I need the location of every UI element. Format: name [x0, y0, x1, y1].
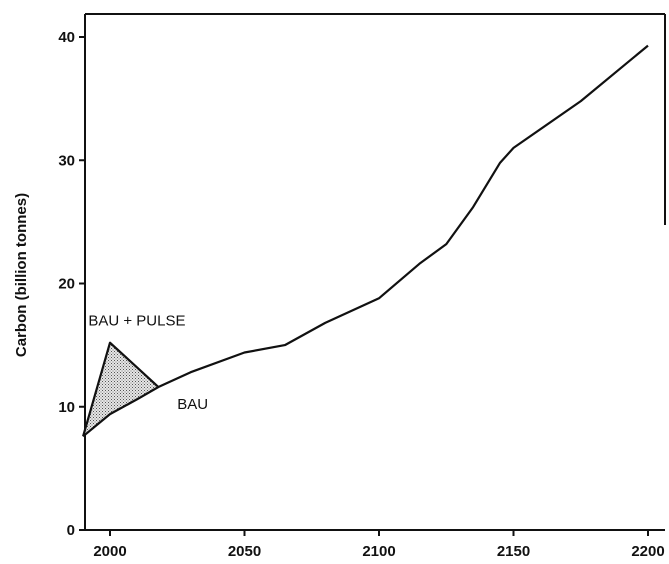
y-tick-label-10: 10 — [58, 399, 75, 416]
series-lines — [82, 44, 649, 438]
plot-area — [84, 13, 666, 531]
y-tick-label-0: 0 — [67, 522, 75, 539]
pulse-shaded-region — [83, 342, 159, 437]
y-axis: 0 10 20 30 40 — [58, 29, 85, 539]
y-tick-label-40: 40 — [58, 29, 75, 46]
x-tick-label-2050: 2050 — [228, 543, 261, 560]
y-tick-label-20: 20 — [58, 276, 75, 293]
annotation-bau-plus-pulse: BAU + PULSE — [88, 312, 185, 329]
annotation-bau: BAU — [177, 396, 208, 413]
series-line-0 — [82, 44, 649, 438]
x-tick-label-2200: 2200 — [631, 543, 664, 560]
x-tick-label-2000: 2000 — [93, 543, 126, 560]
y-tick-label-30: 30 — [58, 152, 75, 169]
pulse-fill — [83, 342, 159, 437]
y-axis-title: Carbon (billion tonnes) — [13, 193, 30, 357]
x-tick-label-2150: 2150 — [497, 543, 530, 560]
x-axis: 2000 2050 2100 2150 2200 — [93, 530, 665, 560]
x-tick-label-2100: 2100 — [362, 543, 395, 560]
series-line-1 — [82, 341, 160, 437]
